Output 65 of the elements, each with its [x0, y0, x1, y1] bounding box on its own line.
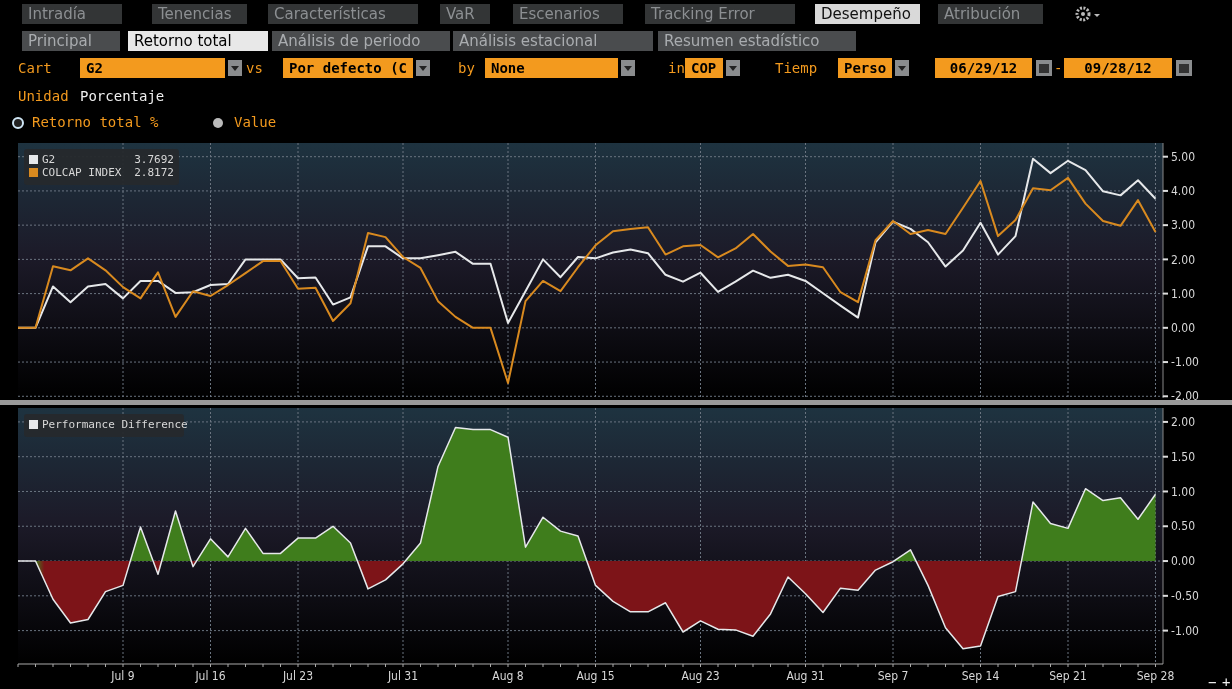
text: Intradía: [28, 5, 87, 23]
text: COP: [691, 60, 717, 76]
text: Análisis estacional: [459, 32, 598, 50]
y-tick-label: -0.50: [1171, 589, 1200, 604]
legend-label: G2: [42, 153, 56, 166]
text: Tiemp: [775, 60, 818, 76]
y-tick-label: 1.00: [1171, 484, 1196, 499]
x-tick-label: Aug 8: [492, 669, 524, 683]
text: vs: [246, 60, 263, 76]
text: Principal: [28, 32, 92, 50]
y-tick-label: 4.00: [1171, 184, 1196, 199]
y-tick-label: 3.00: [1171, 218, 1196, 233]
text: Tenencias: [157, 5, 232, 23]
text: Porcentaje: [80, 88, 165, 104]
x-tick-label: Sep 14: [961, 669, 1000, 683]
text: Análisis de periodo: [278, 32, 421, 50]
text: None: [491, 60, 525, 76]
y-tick-label: 1.50: [1171, 449, 1196, 464]
y-tick-label: 0.50: [1171, 519, 1196, 534]
text: Value: [234, 114, 277, 130]
annotation: 2.8172: [134, 166, 174, 179]
y-tick-label: -1.00: [1171, 355, 1200, 370]
y-tick-label: 2.00: [1171, 415, 1196, 430]
text: Perso: [844, 60, 887, 76]
x-tick-label: Aug 31: [786, 669, 825, 683]
text: Retorno total %: [32, 114, 159, 130]
x-tick-label: Aug 23: [681, 669, 720, 683]
text: Características: [274, 5, 387, 23]
text: Retorno total: [134, 32, 232, 50]
text: -: [1054, 60, 1063, 76]
y-tick-label: 2.00: [1171, 252, 1196, 267]
text: 09/28/12: [1084, 60, 1152, 76]
text: Por defecto (C: [289, 60, 408, 76]
y-tick-label: -2.00: [1171, 389, 1200, 404]
text: −: [1208, 674, 1217, 689]
text: Escenarios: [519, 5, 600, 23]
x-tick-label: Sep 21: [1049, 669, 1087, 683]
text: G2: [86, 60, 103, 76]
text: 06/29/12: [949, 60, 1018, 76]
x-tick-label: Jul 16: [194, 669, 226, 683]
annotation: 3.7692: [134, 153, 174, 166]
text: Unidad: [18, 88, 69, 104]
text: Atribución: [944, 5, 1021, 23]
text: Desempeño: [821, 5, 911, 23]
x-tick-label: Sep 28: [1136, 669, 1175, 683]
y-tick-label: -1.00: [1171, 623, 1200, 638]
text: Resumen estadístico: [664, 32, 820, 50]
legend-label: COLCAP INDEX: [42, 166, 122, 179]
text: VaR: [446, 5, 475, 23]
text: Cart: [18, 60, 52, 76]
x-tick-label: Jul 9: [110, 669, 135, 683]
text: by: [458, 60, 475, 76]
y-tick-label: 0.00: [1171, 554, 1196, 569]
legend-label: Performance Difference: [42, 418, 188, 431]
line-series: [17, 176, 1157, 384]
x-tick-label: Jul 23: [281, 669, 314, 683]
x-tick-label: Aug 15: [576, 669, 615, 683]
x-tick-label: Sep 7: [877, 669, 909, 683]
text: +: [1222, 674, 1231, 689]
text: Tracking Error: [650, 5, 756, 23]
y-tick-label: 5.00: [1171, 149, 1196, 164]
x-tick-label: Jul 31: [386, 669, 419, 683]
text: in: [668, 60, 685, 76]
y-tick-label: 1.00: [1171, 286, 1196, 301]
y-tick-label: 0.00: [1171, 321, 1196, 336]
